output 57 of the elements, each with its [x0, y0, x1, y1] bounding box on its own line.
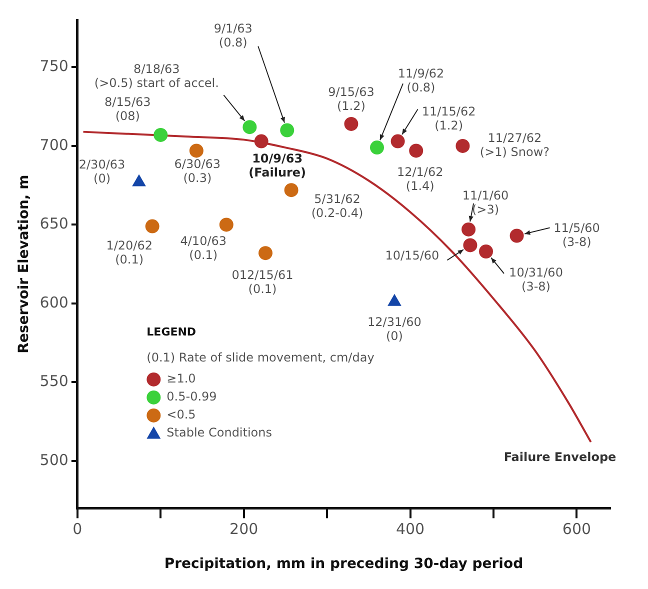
- legend-label: Stable Conditions: [166, 426, 272, 440]
- point: [189, 144, 204, 158]
- point: [409, 144, 424, 158]
- annotation: 4/10/63 (0.1): [180, 234, 227, 262]
- point: [463, 238, 478, 252]
- annotation: 10/31/60 (3-8): [509, 266, 563, 294]
- legend-label: ≥1.0: [166, 372, 196, 386]
- point: [370, 140, 384, 155]
- point: [258, 246, 272, 260]
- point: [344, 116, 358, 131]
- text: Failure Envelope: [504, 450, 616, 464]
- point: [280, 123, 294, 138]
- annotation: (0.1) Rate of slide movement, cm/day: [146, 350, 374, 365]
- y-axis-title: Reservoir Elevation, m: [16, 174, 32, 354]
- point: [242, 120, 257, 134]
- point: [154, 128, 168, 142]
- y-tick-label: 600: [40, 293, 68, 312]
- x-tick-label: 400: [396, 520, 425, 538]
- annotation: 2/30/63 (0): [78, 157, 126, 186]
- point: [479, 244, 494, 258]
- point: [284, 183, 298, 198]
- annotation: 1/20/62 (0.1): [106, 238, 152, 266]
- legend-title: LEGEND: [146, 325, 196, 338]
- x-axis-title: Precipitation, mm in preceding 30-day period: [164, 556, 524, 572]
- annotation: 9/15/63 (1.2): [328, 85, 374, 114]
- annotation: 11/1/60 (>3): [462, 188, 509, 217]
- annotation: 10/15/60: [385, 248, 440, 262]
- y-tick-label: 650: [40, 214, 68, 233]
- y-tick-label: 500: [40, 450, 68, 469]
- point: [145, 219, 160, 234]
- annotation: 012/15/61 (0.1): [232, 268, 294, 296]
- annotation: 11/5/60 (3-8): [554, 220, 600, 249]
- annotation: 5/31/62 (0.2-0.4): [311, 192, 364, 220]
- x-tick-label: 600: [562, 520, 592, 538]
- point: [510, 228, 524, 243]
- annotation: 11/9/62 (0.8): [398, 66, 444, 95]
- y-tick-label: 550: [40, 372, 68, 390]
- annotation: 12/1/62 (1.4): [396, 164, 444, 193]
- point: [219, 218, 234, 232]
- x-tick-label: 200: [230, 520, 258, 538]
- legend-label: <0.5: [166, 408, 196, 422]
- point: [254, 134, 268, 148]
- y-tick-label: 700: [40, 136, 68, 154]
- annotation: 8/18/63 (>0.5) start of accel.: [94, 62, 219, 90]
- point: [462, 222, 476, 236]
- annotation: 10/9/63 (Failure): [248, 151, 306, 180]
- annotation: 11/27/62 (>1) Snow?: [480, 131, 550, 160]
- annotation: 8/15/63 (08): [104, 95, 151, 124]
- annotation: 11/15/62 (1.2): [422, 104, 476, 132]
- annotation: 6/30/63 (0.3): [174, 156, 221, 185]
- annotation: 12/31/60 (0): [368, 315, 422, 344]
- legend-label: 0.5-0.99: [166, 390, 217, 404]
- annotation: 9/1/63 (0.8): [214, 21, 252, 50]
- y-tick-label: 750: [40, 57, 68, 76]
- point: [390, 134, 405, 148]
- x-tick-label: 0: [72, 520, 82, 538]
- point: [456, 138, 470, 153]
